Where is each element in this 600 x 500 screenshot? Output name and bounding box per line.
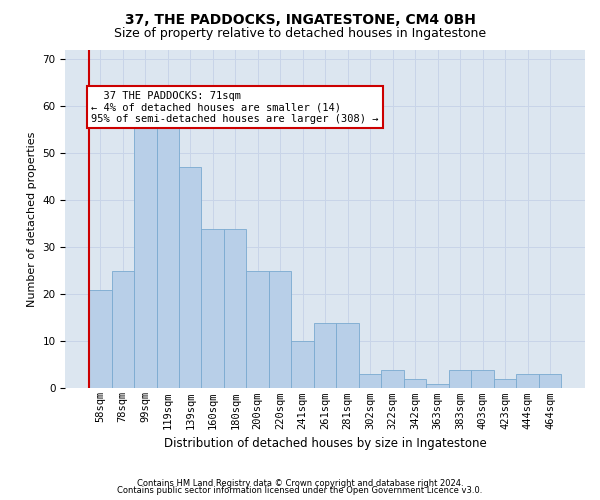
Bar	[202, 228, 224, 388]
Bar	[539, 374, 562, 388]
Bar	[382, 370, 404, 388]
Text: 37, THE PADDOCKS, INGATESTONE, CM4 0BH: 37, THE PADDOCKS, INGATESTONE, CM4 0BH	[125, 12, 475, 26]
Bar	[472, 370, 494, 388]
Text: 37 THE PADDOCKS: 71sqm
← 4% of detached houses are smaller (14)
95% of semi-deta: 37 THE PADDOCKS: 71sqm ← 4% of detached …	[91, 90, 379, 124]
Bar	[292, 342, 314, 388]
Bar	[314, 322, 337, 388]
Bar	[404, 379, 427, 388]
Bar	[134, 116, 157, 388]
Text: Size of property relative to detached houses in Ingatestone: Size of property relative to detached ho…	[114, 28, 486, 40]
Bar	[89, 290, 112, 388]
Bar	[269, 271, 292, 388]
Text: Contains HM Land Registry data © Crown copyright and database right 2024.: Contains HM Land Registry data © Crown c…	[137, 478, 463, 488]
Bar	[179, 168, 202, 388]
Bar	[337, 322, 359, 388]
Bar	[359, 374, 382, 388]
Bar	[517, 374, 539, 388]
Y-axis label: Number of detached properties: Number of detached properties	[27, 132, 37, 307]
Bar	[494, 379, 517, 388]
Bar	[427, 384, 449, 388]
Text: Contains public sector information licensed under the Open Government Licence v3: Contains public sector information licen…	[118, 486, 482, 495]
Bar	[449, 370, 472, 388]
X-axis label: Distribution of detached houses by size in Ingatestone: Distribution of detached houses by size …	[164, 437, 487, 450]
Bar	[157, 116, 179, 388]
Bar	[247, 271, 269, 388]
Bar	[112, 271, 134, 388]
Bar	[224, 228, 247, 388]
